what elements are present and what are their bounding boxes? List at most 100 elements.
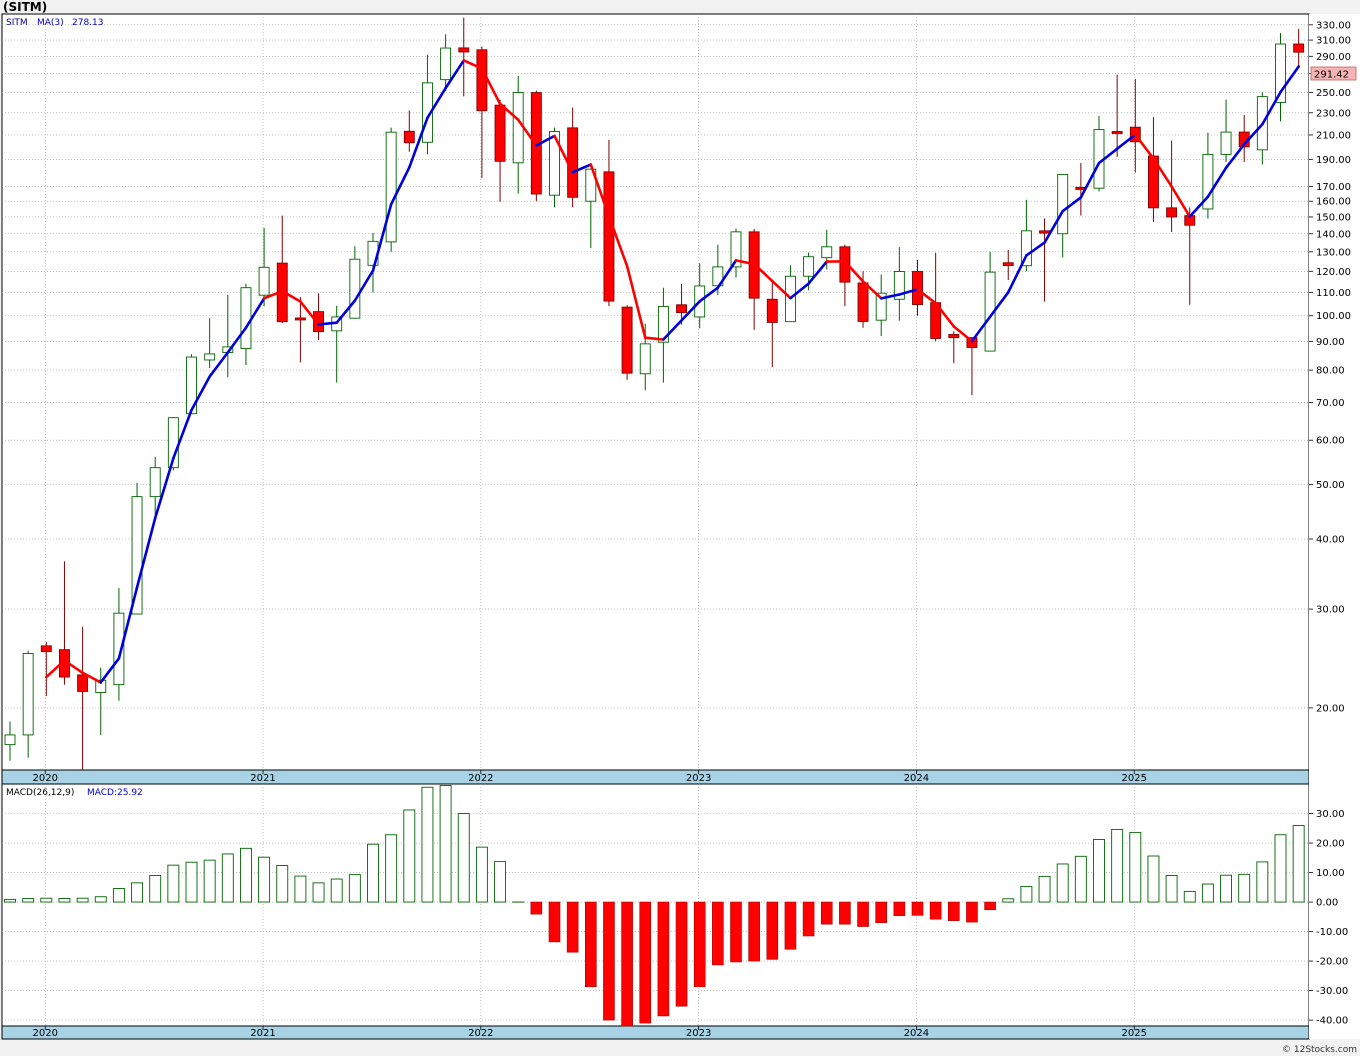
ma-segment [1224, 143, 1246, 170]
candle-body [1293, 43, 1305, 53]
price-symbol-label: SITM [6, 18, 28, 28]
ma-segment [444, 59, 466, 90]
macd-tick-label: -10.00 [1316, 927, 1348, 938]
macd-bar [494, 861, 506, 903]
macd-bar [657, 901, 670, 1017]
price-tick-label: 150.00 [1316, 212, 1351, 223]
macd-bar [94, 896, 107, 903]
candle-body [40, 645, 52, 653]
candle [204, 318, 216, 368]
ma-segment [208, 351, 230, 378]
ma-segment [153, 457, 175, 520]
ma-segment [988, 290, 1010, 319]
time-axis-label: 2024 [904, 773, 929, 784]
ma-segment [607, 214, 629, 268]
price-tick-label: 210.00 [1316, 130, 1351, 141]
macd-bar [22, 898, 35, 903]
ma-segment [789, 282, 810, 300]
time-axis-labels: 2020 2020 2021 2021 2022 2022 2023 2023 2024 2024… [32, 770, 1147, 1039]
candle [4, 721, 16, 761]
candle [77, 626, 89, 770]
macd-bar [875, 901, 888, 924]
moving-average-line [44, 59, 1300, 684]
ma-segment [625, 264, 647, 339]
candle [1057, 173, 1069, 258]
price-tick-label: 170.00 [1316, 182, 1351, 193]
macd-bar [1074, 855, 1087, 903]
macd-bar [766, 901, 779, 960]
macd-bar [40, 897, 53, 903]
macd-bar [112, 888, 125, 903]
macd-bar [294, 875, 307, 903]
ma-segment [861, 280, 883, 300]
macd-bar [748, 901, 760, 962]
price-tick-label: 120.00 [1316, 267, 1351, 278]
macd-bar [621, 901, 633, 1027]
ma-segment [190, 375, 211, 412]
price-gridlines [2, 14, 1309, 770]
candle [422, 54, 433, 155]
macd-bar [1165, 875, 1178, 903]
candle-body [657, 305, 669, 343]
macd-bar [221, 853, 234, 903]
candle [40, 642, 52, 697]
time-axis-label: 2020 [32, 1028, 57, 1039]
candle [113, 588, 125, 701]
time-axis-label: 2024 [904, 1028, 929, 1039]
candle [621, 305, 633, 380]
macd-bar [639, 901, 652, 1024]
ma-segment [81, 671, 103, 684]
ma-segment [843, 260, 865, 283]
macd-bar [1274, 834, 1287, 903]
price-tick-label: 330.00 [1316, 20, 1351, 31]
candle-body [1166, 207, 1178, 218]
candle-body [912, 271, 923, 305]
candle [730, 228, 742, 278]
time-axis-label: 2023 [686, 773, 711, 784]
candle-body [893, 271, 905, 300]
macd-bar [1183, 890, 1196, 903]
candle-body [149, 467, 161, 498]
candle [676, 283, 687, 325]
candle [912, 260, 923, 316]
candle [95, 667, 107, 735]
macd-bar [1056, 863, 1069, 903]
ma-segment [462, 59, 484, 70]
ma-indicator-value: 278.13 [72, 18, 104, 28]
macd-bar [802, 901, 815, 937]
candle-body [1147, 155, 1159, 209]
macd-bar [1238, 873, 1251, 903]
candle-body [113, 612, 125, 686]
candle [1202, 132, 1214, 219]
candle-body [4, 734, 16, 746]
macd-tick-label: -20.00 [1316, 957, 1348, 968]
candle [657, 287, 669, 383]
macd-bar [185, 861, 198, 903]
candle [349, 246, 361, 319]
price-tick-label: 50.00 [1316, 480, 1345, 491]
price-tick-label: 20.00 [1316, 703, 1345, 714]
macd-bar [603, 901, 615, 1021]
ma-segment [643, 336, 665, 341]
candle-body [440, 47, 452, 81]
macd-bar [1111, 828, 1124, 903]
macd-bar [966, 901, 978, 923]
candle [458, 17, 470, 97]
time-axis-label: 2025 [1121, 1028, 1146, 1039]
candle [948, 331, 960, 364]
candle-body [839, 246, 851, 283]
time-axis-label: 2025 [1121, 773, 1146, 784]
macd-bar [439, 785, 452, 903]
price-tick-label: 290.00 [1316, 52, 1351, 63]
macd-histogram [4, 785, 1305, 1027]
candle-body [676, 304, 687, 314]
candle-body [621, 306, 633, 374]
candlestick-series [4, 17, 1305, 770]
macd-bar [1129, 831, 1142, 903]
macd-bar [730, 901, 742, 963]
macd-bar [403, 809, 416, 903]
ma-segment [898, 288, 919, 296]
macd-bar [149, 875, 162, 903]
candle-body [385, 131, 397, 243]
macd-bar [421, 786, 434, 903]
